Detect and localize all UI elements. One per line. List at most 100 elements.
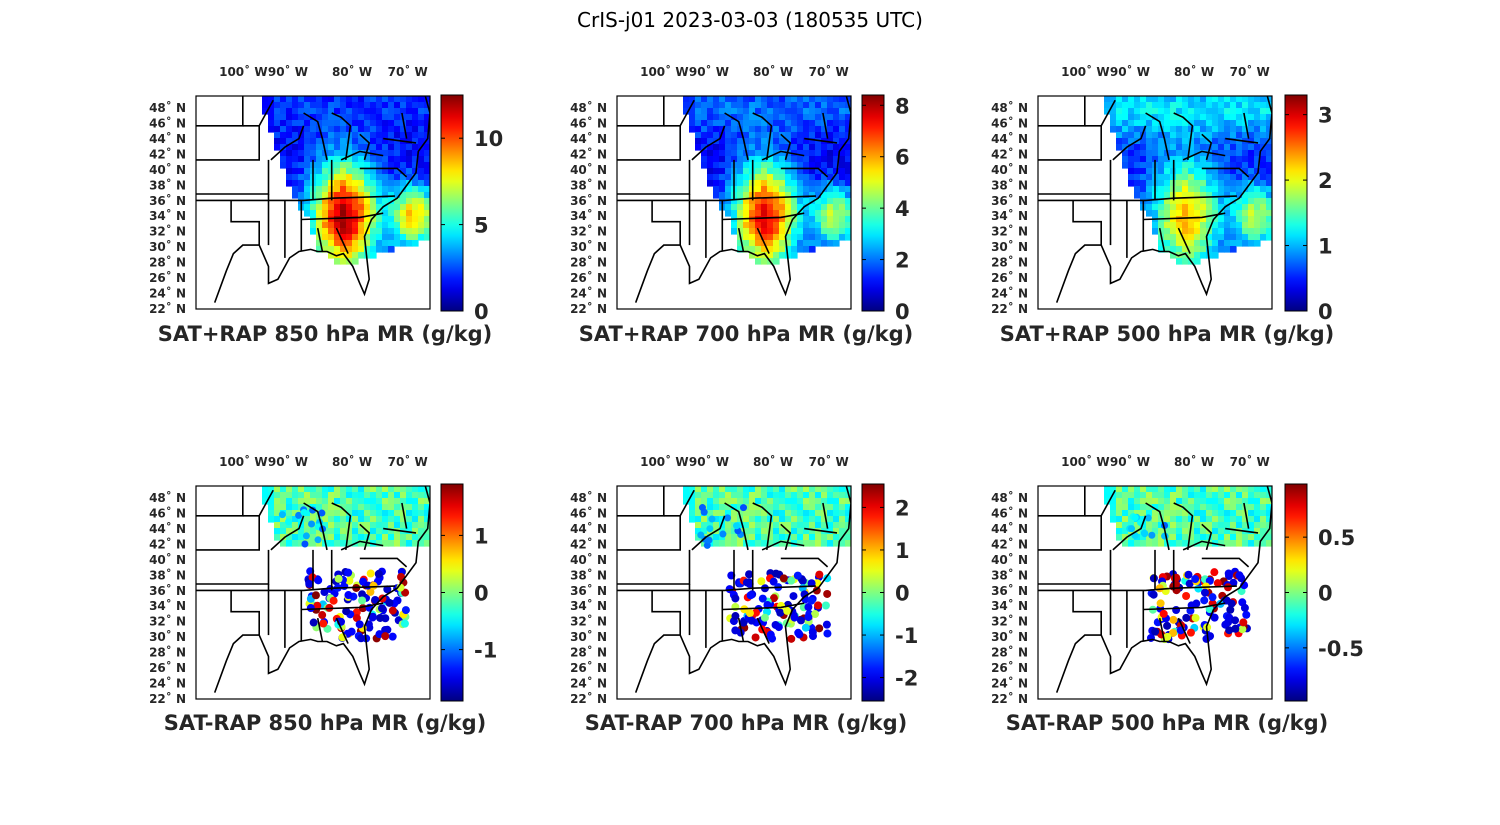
lat-tick-label: 42˚ N [570, 146, 607, 161]
colorbar: -0.5 0 0.5 [1284, 483, 1364, 702]
colorbar-tick-label: 0 [895, 300, 910, 324]
state-boundary [1038, 486, 1086, 517]
state-boundary [1225, 137, 1259, 144]
lat-tick-label: 38˚ N [149, 177, 186, 192]
state-boundary [1145, 112, 1170, 161]
lon-tick-label: 80˚ W [1174, 454, 1214, 469]
data-field [262, 486, 430, 643]
state-boundary [331, 112, 352, 161]
state-boundary [780, 523, 792, 551]
state-boundary [722, 602, 805, 611]
state-boundary [756, 617, 770, 644]
coastline [213, 486, 430, 693]
colorbar-tick-label: -1 [895, 624, 918, 648]
state-boundary [335, 227, 349, 254]
state-boundary [1145, 502, 1170, 551]
state-boundary [1038, 585, 1237, 592]
state-boundary [258, 489, 274, 517]
lat-tick-label: 32˚ N [991, 614, 1028, 629]
state-boundary [651, 590, 681, 636]
figure-title: CrIS-j01 2023-03-03 (180535 UTC) [577, 8, 923, 32]
lon-tick-label: 100˚ W [640, 64, 688, 79]
lon-tick-label: 90˚ W [1110, 64, 1150, 79]
colorbar-tick-label: 2 [895, 249, 910, 273]
coastline [213, 96, 430, 303]
lat-tick-label: 26˚ N [991, 660, 1028, 675]
state-boundary [1038, 159, 1112, 195]
lat-tick-label: 30˚ N [991, 239, 1028, 254]
lat-tick-label: 44˚ N [991, 131, 1028, 146]
panel-title: SAT+RAP 500 hPa MR (g/kg) [1000, 322, 1334, 346]
lat-tick-label: 22˚ N [149, 301, 186, 316]
colorbar-tick-label: 1 [1318, 235, 1333, 259]
map-frame [1037, 95, 1273, 310]
state-boundary [359, 557, 408, 568]
state-boundary [335, 617, 349, 644]
panel-title: SAT-RAP 850 hPa MR (g/kg) [164, 711, 487, 735]
lon-tick-label: 100˚ W [219, 64, 267, 79]
colorbar-tick-label: 0 [1318, 582, 1333, 606]
lat-tick-label: 44˚ N [149, 521, 186, 536]
state-boundary [804, 527, 838, 534]
colorbar-tick-label: 4 [895, 197, 910, 221]
state-boundary [1201, 557, 1250, 568]
state-boundary [1100, 489, 1116, 517]
state-boundary [737, 227, 745, 252]
map-panel-6: 100˚ W 90˚ W 80˚ W 70˚ W 48˚ N46˚ N44˚ N42˚ … [991, 454, 1364, 735]
state-boundary [1182, 540, 1226, 551]
coastline [634, 486, 851, 693]
state-boundary [1173, 112, 1194, 161]
state-boundary [359, 133, 371, 161]
colorbar-tick-label: -1 [474, 639, 497, 663]
lat-tick-label: 32˚ N [570, 614, 607, 629]
state-boundary [301, 602, 384, 611]
colorbar-tick-label: 8 [895, 94, 910, 118]
lon-tick-label: 80˚ W [332, 64, 372, 79]
state-boundary [1158, 227, 1166, 252]
lon-tick-label: 70˚ W [809, 64, 849, 79]
lat-tick-label: 36˚ N [570, 193, 607, 208]
colorbar: -1 0 1 [440, 483, 497, 702]
panel-title: SAT+RAP 700 hPa MR (g/kg) [579, 322, 913, 346]
data-field [1104, 96, 1272, 265]
lon-tick-label: 70˚ W [1230, 454, 1270, 469]
lat-tick-label: 46˚ N [570, 505, 607, 520]
coastline [634, 96, 851, 303]
state-boundary [679, 489, 695, 517]
state-boundary [1177, 617, 1191, 644]
state-boundary [383, 137, 417, 144]
lon-tick-label: 80˚ W [1174, 64, 1214, 79]
state-boundary [691, 515, 726, 551]
state-boundary [617, 585, 816, 592]
state-boundary [780, 167, 829, 178]
lat-tick-label: 30˚ N [149, 629, 186, 644]
state-boundary [617, 515, 681, 551]
lat-tick-label: 42˚ N [570, 536, 607, 551]
colorbar-tick-label: 0 [1318, 300, 1333, 324]
colorbar-tick-label: 2 [1318, 169, 1333, 193]
state-boundary [196, 96, 244, 127]
lat-tick-label: 30˚ N [991, 629, 1028, 644]
lat-tick-label: 32˚ N [149, 614, 186, 629]
lat-tick-label: 42˚ N [149, 536, 186, 551]
lat-tick-label: 22˚ N [991, 301, 1028, 316]
lon-tick-label: 90˚ W [689, 454, 729, 469]
lat-tick-label: 38˚ N [149, 567, 186, 582]
state-boundary [1038, 125, 1102, 161]
panel-title: SAT-RAP 700 hPa MR (g/kg) [585, 711, 908, 735]
state-boundary [301, 212, 384, 221]
lat-tick-label: 48˚ N [149, 100, 186, 115]
lon-tick-label: 70˚ W [388, 454, 428, 469]
lat-tick-label: 48˚ N [570, 490, 607, 505]
lat-tick-label: 44˚ N [149, 131, 186, 146]
lon-tick-label: 80˚ W [753, 454, 793, 469]
lat-tick-label: 36˚ N [149, 193, 186, 208]
lat-tick-label: 32˚ N [570, 224, 607, 239]
panel-title: SAT-RAP 500 hPa MR (g/kg) [1006, 711, 1329, 735]
lon-tick-label: 80˚ W [753, 64, 793, 79]
lat-tick-label: 42˚ N [991, 146, 1028, 161]
state-boundary [316, 227, 324, 252]
lat-tick-label: 38˚ N [570, 567, 607, 582]
state-boundary [1038, 195, 1237, 202]
